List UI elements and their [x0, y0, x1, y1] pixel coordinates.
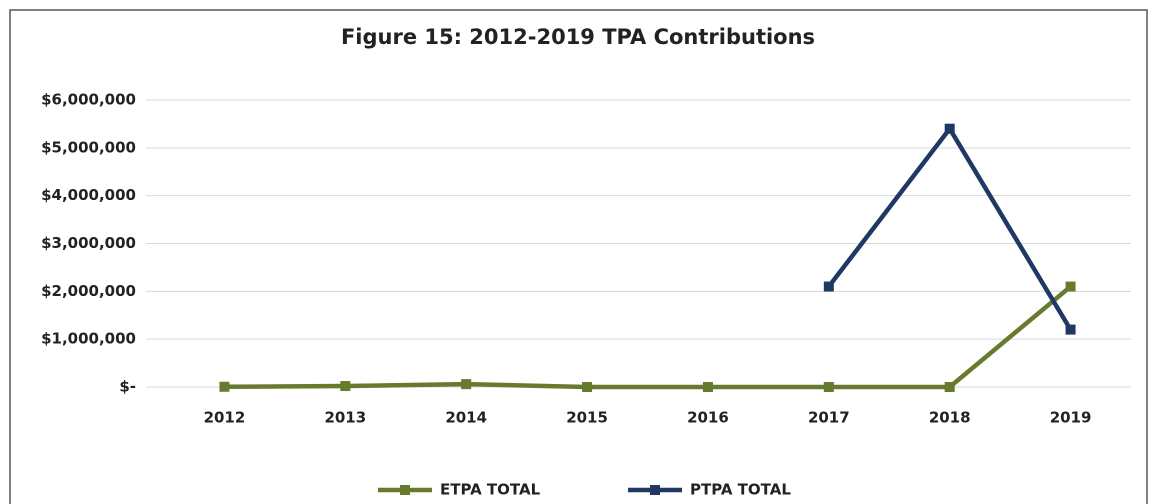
point-marker [702, 382, 713, 392]
x-tick-label: 2014 [445, 409, 487, 427]
y-tick-label: $- [119, 378, 136, 396]
point-marker [1065, 324, 1076, 335]
chart-border [9, 9, 1148, 504]
y-tick-label: $3,000,000 [41, 234, 136, 252]
point-marker [944, 382, 955, 392]
point-marker [823, 281, 834, 292]
point-marker [340, 381, 351, 392]
y-tick-label: $1,000,000 [41, 330, 136, 348]
x-tick-label: 2017 [808, 409, 850, 427]
x-tick-label: 2012 [204, 409, 246, 427]
point-marker [461, 379, 472, 390]
y-tick-label: $4,000,000 [41, 186, 136, 204]
legend-swatch [650, 485, 660, 495]
point-marker [219, 381, 230, 392]
x-tick-label: 2019 [1050, 409, 1092, 427]
y-tick-label: $6,000,000 [41, 91, 136, 109]
series-line [224, 284, 1072, 390]
x-tick-label: 2018 [929, 409, 971, 427]
x-tick-label: 2015 [566, 409, 608, 427]
point-marker [944, 123, 955, 134]
point-marker [582, 382, 593, 392]
y-tick-label: $2,000,000 [41, 282, 136, 300]
point-marker [823, 382, 834, 392]
legend-swatch [400, 485, 410, 495]
legend-label: PTPA TOTAL [690, 481, 791, 499]
legend-label: ETPA TOTAL [440, 481, 541, 499]
point-marker [1065, 281, 1076, 292]
chart-title: Figure 15: 2012-2019 TPA Contributions [341, 25, 815, 49]
x-tick-label: 2013 [324, 409, 366, 427]
x-tick-label: 2016 [687, 409, 729, 427]
y-tick-label: $5,000,000 [41, 138, 136, 156]
